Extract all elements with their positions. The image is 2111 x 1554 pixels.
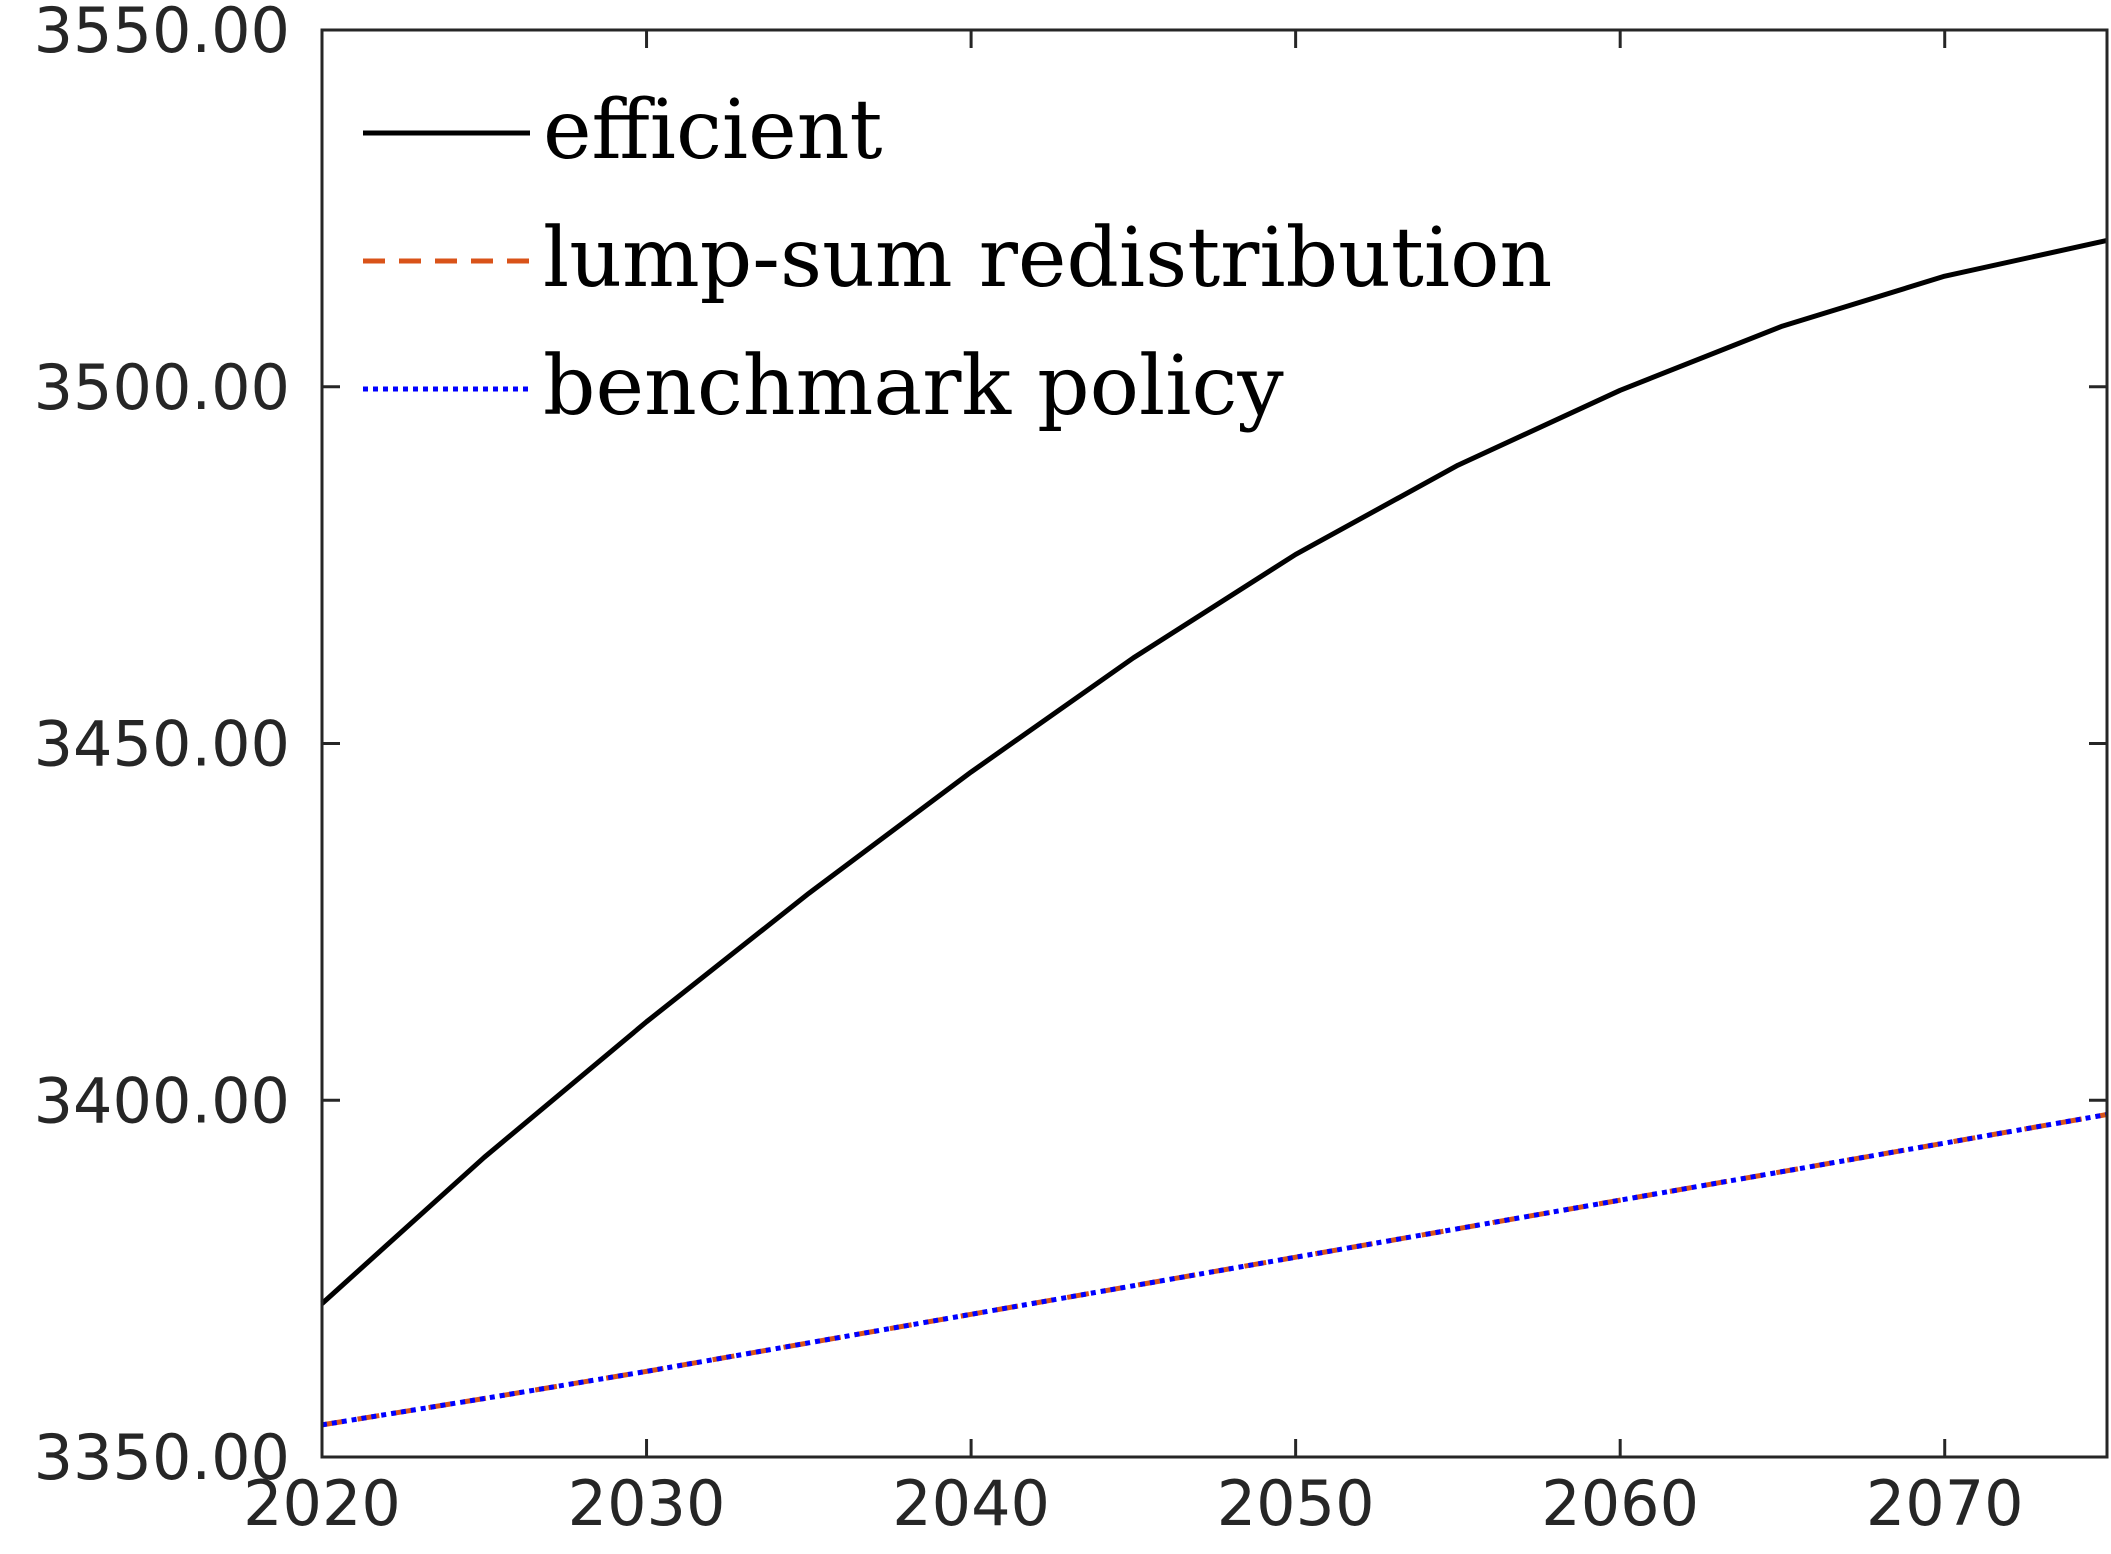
y-tick-label: 3500.00 [34,351,290,424]
tick-labels: 2020 2030 2040 2050 2060 2070 3350.00 3400.00 34… [34,0,2024,1540]
y-tick-label: 3350.00 [34,1421,290,1494]
series-line-2 [321,1112,2108,1428]
x-tick-label: 2070 [1866,1467,2024,1540]
series-layer [320,238,2108,1428]
legend: efficient lump-sum redistribution benchmar… [363,83,1552,434]
legend-label-1: lump-sum redistribution [543,211,1552,306]
plot-frame [320,28,2109,1459]
legend-label-2: benchmark policy [543,339,1284,434]
x-tick-label: 2040 [892,1467,1050,1540]
x-tick-label: 2030 [568,1467,726,1540]
x-tick-label: 2060 [1541,1467,1699,1540]
y-tick-label: 3550.00 [34,0,290,67]
plot-background [322,30,2107,1457]
x-tick-label: 2050 [1217,1467,1375,1540]
y-tick-label: 3400.00 [34,1064,290,1137]
legend-label-0: efficient [543,83,882,178]
y-tick-label: 3450.00 [34,708,290,781]
series-line-0 [320,238,2108,1306]
x-tick-label: 2020 [243,1467,401,1540]
